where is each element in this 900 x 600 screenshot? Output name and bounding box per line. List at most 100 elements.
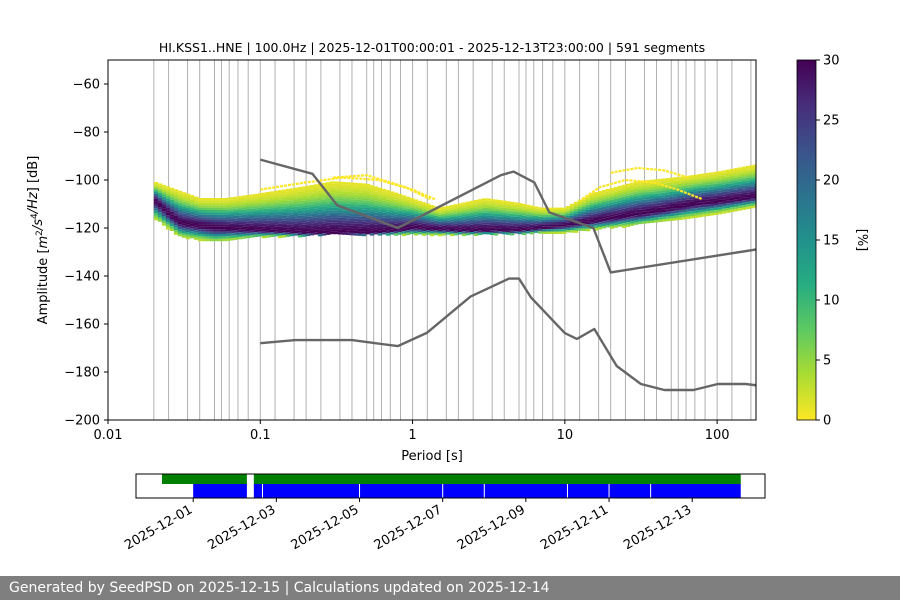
pdf-cell	[657, 188, 663, 191]
pdf-cell	[313, 189, 319, 192]
pdf-cell	[185, 210, 191, 213]
pdf-cell	[709, 193, 715, 197]
pdf-cell	[693, 186, 699, 190]
pdf-cell	[225, 236, 231, 239]
psd-availability-bar	[253, 484, 741, 498]
pdf-cell	[605, 200, 611, 204]
pdf-cell	[173, 194, 179, 197]
pdf-cell	[465, 204, 471, 207]
pdf-cell	[297, 227, 303, 231]
pdf-cell	[417, 220, 423, 223]
pdf-cell	[349, 194, 355, 197]
pdf-cell	[185, 236, 191, 240]
pdf-cell	[349, 189, 355, 193]
pdf-cell	[309, 201, 315, 205]
pdf-cell	[577, 204, 583, 207]
pdf-cell	[341, 215, 347, 218]
pdf-cell	[273, 221, 279, 225]
pdf-cell	[277, 218, 283, 222]
pdf-cell	[457, 232, 463, 235]
pdf-cell	[745, 173, 751, 176]
pdf-cell	[609, 190, 615, 193]
pdf-cell	[269, 222, 275, 225]
pdf-cell	[717, 197, 723, 200]
pdf-cell	[581, 228, 587, 231]
pdf-cell	[221, 236, 227, 239]
pdf-cell	[717, 180, 723, 184]
pdf-cell	[621, 225, 627, 228]
pdf-cell	[485, 229, 491, 232]
pdf-cell	[169, 228, 175, 231]
pdf-cell	[297, 218, 303, 221]
pdf-cell	[413, 201, 419, 205]
pdf-cell	[749, 165, 755, 168]
pdf-cell	[641, 221, 647, 224]
pdf-cell	[429, 231, 435, 234]
pdf-cell	[429, 233, 435, 237]
pdf-cell	[349, 211, 355, 214]
pdf-cell	[361, 216, 367, 220]
pdf-cell	[737, 172, 743, 175]
pdf-cell	[421, 231, 427, 234]
pdf-cell	[685, 214, 691, 217]
pdf-cell	[193, 222, 199, 226]
pdf-cell	[301, 193, 307, 196]
pdf-cell	[501, 222, 507, 225]
pdf-cell	[221, 210, 227, 213]
pdf-cell	[169, 223, 175, 227]
pdf-cell	[497, 212, 503, 215]
pdf-cell	[381, 191, 387, 194]
pdf-cell	[657, 210, 663, 213]
pdf-cell	[337, 193, 343, 197]
pdf-cell	[597, 215, 603, 218]
pdf-cell	[345, 215, 351, 219]
pdf-cell	[225, 214, 231, 218]
pdf-cell	[629, 199, 635, 202]
pdf-cell	[353, 209, 359, 212]
pdf-cell	[265, 223, 271, 226]
pdf-cell	[577, 213, 583, 217]
pdf-cell	[221, 224, 227, 227]
pdf-cell	[745, 187, 751, 190]
pdf-cell	[185, 200, 191, 204]
pdf-cell	[185, 220, 191, 223]
pdf-cell	[653, 193, 659, 197]
pdf-cell	[253, 217, 259, 221]
pdf-cell	[613, 186, 619, 190]
pdf-cell	[473, 211, 479, 215]
pdf-cell	[153, 213, 159, 216]
pdf-cell	[637, 221, 643, 225]
pdf-cell	[637, 192, 643, 196]
pdf-cell	[245, 226, 251, 229]
pdf-cell	[177, 195, 183, 198]
pdf-cell	[157, 195, 163, 198]
pdf-cell	[329, 231, 335, 235]
pdf-cell	[681, 185, 687, 189]
pdf-cell	[637, 188, 643, 191]
pdf-cell	[217, 207, 223, 210]
pdf-cell	[173, 206, 179, 209]
pdf-cell	[577, 199, 583, 202]
pdf-cell	[317, 197, 323, 201]
pdf-cell	[161, 208, 167, 212]
pdf-cell	[733, 187, 739, 190]
pdf-cell	[409, 198, 415, 201]
pdf-cell	[349, 232, 355, 236]
pdf-cell	[337, 198, 343, 201]
pdf-cell	[269, 196, 275, 199]
pdf-cell	[213, 202, 219, 206]
pdf-cell	[181, 216, 187, 219]
pdf-cell	[169, 194, 175, 198]
pdf-cell	[153, 203, 159, 206]
pdf-cell	[341, 213, 347, 216]
pdf-cell	[197, 207, 203, 210]
pdf-cell	[717, 171, 723, 174]
pdf-cell	[357, 223, 363, 227]
pdf-cell	[453, 213, 459, 217]
pdf-cell	[305, 226, 311, 229]
pdf-cell	[377, 192, 383, 195]
pdf-cell	[293, 230, 299, 234]
pdf-cell	[265, 232, 271, 236]
pdf-cell	[601, 211, 607, 215]
pdf-cell	[193, 201, 199, 204]
